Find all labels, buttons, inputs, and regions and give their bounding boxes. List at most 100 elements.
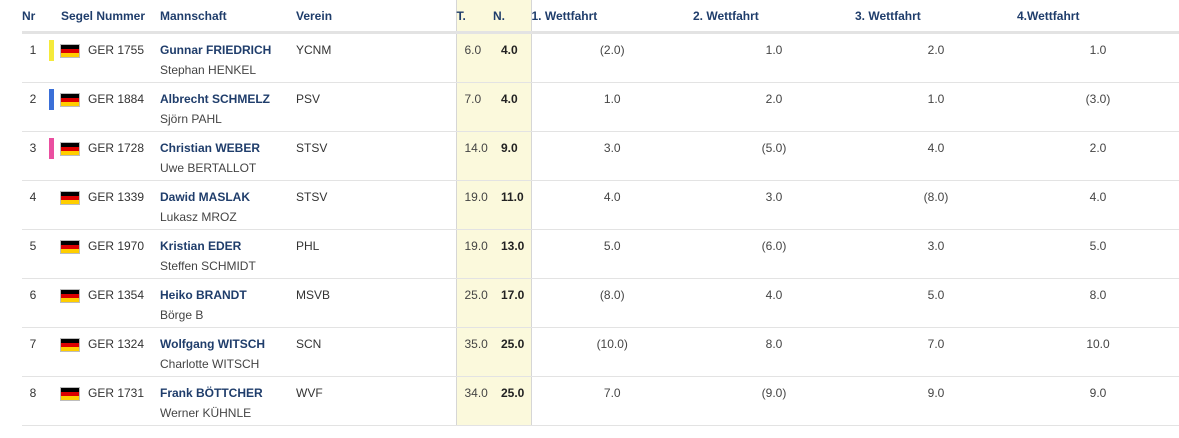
skipper-name[interactable]: Frank BÖTTCHER: [160, 386, 263, 400]
crew-name: Sjörn PAHL: [160, 112, 222, 126]
race-1-cell: 4.0: [531, 180, 693, 230]
skipper-name[interactable]: Dawid MASLAK: [160, 190, 250, 204]
germany-flag-icon: [60, 289, 80, 303]
rank-cell: 3: [22, 131, 54, 181]
race-4-cell: 9.0: [1017, 376, 1179, 426]
skipper-name[interactable]: Gunnar FRIEDRICH: [160, 43, 272, 57]
sail-cell: GER 1970: [54, 229, 160, 279]
header-sail-number[interactable]: Segel Nummer: [54, 0, 160, 34]
skipper-name[interactable]: Christian WEBER: [160, 141, 261, 155]
total-points: 19.0: [464, 239, 488, 253]
race-1-cell: (8.0): [531, 278, 693, 328]
rank-cell: 5: [22, 229, 54, 279]
total-cell: 6.0: [455, 32, 493, 83]
race-2-score: 4.0: [765, 288, 783, 302]
rank: 2: [29, 92, 37, 106]
table-row[interactable]: 1 GER 1755 Gunnar FRIEDRICH Stephan HENKE…: [22, 32, 1179, 83]
race-2-score: 1.0: [765, 43, 783, 57]
race-1-score: 4.0: [603, 190, 621, 204]
table-row[interactable]: 3 GER 1728 Christian WEBER Uwe BERTALLOT …: [22, 131, 1179, 181]
race-3-score: 1.0: [927, 92, 945, 106]
race-2-score: 8.0: [765, 337, 783, 351]
rank: 7: [29, 337, 37, 351]
race-2-cell: 3.0: [693, 180, 855, 230]
crew-name: Werner KÜHNLE: [160, 406, 252, 420]
skipper-name[interactable]: Albrecht SCHMELZ: [160, 92, 271, 106]
race-4-score: 4.0: [1089, 190, 1107, 204]
club: YCNM: [296, 43, 332, 57]
race-4-score: 5.0: [1089, 239, 1107, 253]
header-total[interactable]: T.: [455, 0, 493, 34]
net-points: 9.0: [501, 141, 518, 155]
header-race-1[interactable]: 1. Wettfahrt: [531, 0, 693, 34]
net-cell: 25.0: [493, 376, 532, 426]
germany-flag-icon: [60, 93, 80, 107]
total-cell: 19.0: [455, 229, 493, 279]
race-1-score: 3.0: [603, 141, 621, 155]
header-race-3[interactable]: 3. Wettfahrt: [855, 0, 1017, 34]
race-2-cell: (5.0): [693, 131, 855, 181]
table-row[interactable]: 6 GER 1354 Heiko BRANDT Börge B MSVB 25.0…: [22, 278, 1179, 328]
total-cell: 19.0: [455, 180, 493, 230]
rank-cell: 4: [22, 180, 54, 230]
crew-name: Uwe BERTALLOT: [160, 161, 257, 175]
net-points: 11.0: [501, 190, 524, 204]
skipper-name[interactable]: Kristian EDER: [160, 239, 242, 253]
race-3-score: 2.0: [927, 43, 945, 57]
total-points: 25.0: [464, 288, 488, 302]
race-3-cell: 5.0: [855, 278, 1017, 328]
germany-flag-icon: [60, 240, 80, 254]
race-3-score: (8.0): [923, 190, 949, 204]
race-3-cell: (8.0): [855, 180, 1017, 230]
table-row[interactable]: 2 GER 1884 Albrecht SCHMELZ Sjörn PAHL PS…: [22, 82, 1179, 132]
total-cell: 25.0: [455, 278, 493, 328]
total-cell: 34.0: [455, 376, 493, 426]
germany-flag-icon: [60, 191, 80, 205]
header-net[interactable]: N.: [493, 0, 532, 34]
skipper-name[interactable]: Wolfgang WITSCH: [160, 337, 266, 351]
net-cell: 4.0: [493, 82, 532, 132]
header-race-2[interactable]: 2. Wettfahrt: [693, 0, 855, 34]
total-points: 34.0: [464, 386, 488, 400]
race-4-score: 2.0: [1089, 141, 1107, 155]
table-row[interactable]: 4 GER 1339 Dawid MASLAK Lukasz MROZ STSV …: [22, 180, 1179, 230]
header-club[interactable]: Verein: [296, 0, 456, 34]
rank: 3: [29, 141, 37, 155]
race-4-cell: 1.0: [1017, 32, 1179, 83]
germany-flag-icon: [60, 338, 80, 352]
header-team[interactable]: Mannschaft: [160, 0, 296, 34]
club: SCN: [296, 337, 322, 351]
club-cell: STSV: [296, 180, 456, 230]
sail-cell: GER 1354: [54, 278, 160, 328]
total-cell: 35.0: [455, 327, 493, 377]
header-row: Nr Segel Nummer Mannschaft Verein T. N. …: [22, 0, 1179, 34]
net-points: 25.0: [501, 337, 525, 351]
race-1-cell: 7.0: [531, 376, 693, 426]
race-3-cell: 1.0: [855, 82, 1017, 132]
header-nr[interactable]: Nr: [22, 0, 54, 34]
net-cell: 17.0: [493, 278, 532, 328]
table-row[interactable]: 8 GER 1731 Frank BÖTTCHER Werner KÜHNLE W…: [22, 376, 1179, 426]
race-4-cell: 8.0: [1017, 278, 1179, 328]
club: WVF: [296, 386, 323, 400]
skipper-name[interactable]: Heiko BRANDT: [160, 288, 247, 302]
table-row[interactable]: 5 GER 1970 Kristian EDER Steffen SCHMIDT …: [22, 229, 1179, 279]
race-2-score: (9.0): [761, 386, 787, 400]
rank-cell: 1: [22, 32, 54, 83]
race-1-cell: 3.0: [531, 131, 693, 181]
net-cell: 9.0: [493, 131, 532, 181]
club: PHL: [296, 239, 320, 253]
club-cell: YCNM: [296, 32, 456, 83]
sail-cell: GER 1755: [54, 32, 160, 83]
sail-number: GER 1728: [88, 141, 145, 155]
race-1-cell: (2.0): [531, 32, 693, 83]
header-race-4[interactable]: 4.Wettfahrt: [1017, 0, 1179, 34]
table-row[interactable]: 7 GER 1324 Wolfgang WITSCH Charlotte WITS…: [22, 327, 1179, 377]
race-1-cell: (10.0): [531, 327, 693, 377]
race-3-score: 7.0: [927, 337, 945, 351]
team-cell: Heiko BRANDT Börge B: [160, 278, 296, 328]
race-3-score: 4.0: [927, 141, 945, 155]
club: MSVB: [296, 288, 331, 302]
sail-number: GER 1731: [88, 386, 145, 400]
race-4-cell: 10.0: [1017, 327, 1179, 377]
